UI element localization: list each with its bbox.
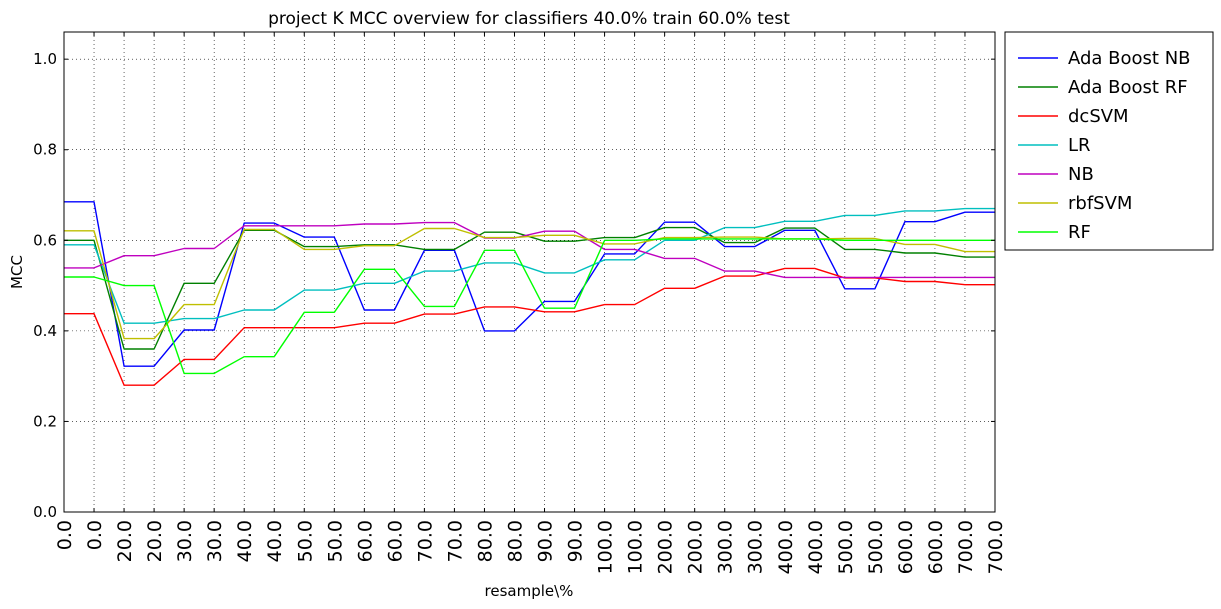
x-tick-label: 600.0 xyxy=(895,520,917,574)
x-tick-label: 400.0 xyxy=(775,520,797,574)
legend-label-ada-boost-rf: Ada Boost RF xyxy=(1068,77,1188,98)
x-tick-label: 70.0 xyxy=(444,520,466,562)
x-tick-label: 200.0 xyxy=(685,520,707,574)
x-tick-label: 100.0 xyxy=(625,520,647,574)
x-tick-label: 30.0 xyxy=(174,520,196,562)
legend-label-lr: LR xyxy=(1068,135,1091,156)
x-tick-label: 400.0 xyxy=(805,520,827,574)
x-tick-label: 100.0 xyxy=(595,520,617,574)
x-tick-label: 70.0 xyxy=(414,520,436,562)
y-tick-label: 0.6 xyxy=(33,231,57,249)
legend: Ada Boost NB Ada Boost RF dcSVM LR NB rbfSVM R… xyxy=(1004,31,1214,251)
series-line-dcsvm xyxy=(64,267,995,386)
series-line-rf xyxy=(64,238,995,375)
x-tick-label: 0.0 xyxy=(84,520,106,550)
x-tick-label: 700.0 xyxy=(985,520,1007,574)
legend-box xyxy=(1004,31,1214,251)
x-tick-label: 0.0 xyxy=(54,520,76,550)
legend-label-nb: NB xyxy=(1068,164,1094,185)
legend-label-ada-boost-nb: Ada Boost NB xyxy=(1068,48,1191,69)
x-tick-label: 40.0 xyxy=(234,520,256,562)
x-tick-label: 90.0 xyxy=(565,520,587,562)
x-tick-label: 40.0 xyxy=(264,520,286,562)
legend-label-rbfsvm: rbfSVM xyxy=(1068,193,1132,214)
y-tick-label: 0.2 xyxy=(33,412,57,430)
tick-layer: 0.0 0.0 20.0 20.0 30.0 30.0 40.0 40.0 50.0 50.0 60… xyxy=(33,32,1007,574)
plot-frame xyxy=(63,31,996,513)
x-tick-label: 90.0 xyxy=(535,520,557,562)
series-line-ada-boost-nb xyxy=(64,201,995,367)
series-line-lr xyxy=(64,207,995,324)
x-tick-label: 600.0 xyxy=(925,520,947,574)
legend-label-rf: RF xyxy=(1068,222,1091,243)
x-tick-label: 20.0 xyxy=(144,520,166,562)
series-line-rbfsvm xyxy=(64,227,995,340)
x-tick-label: 300.0 xyxy=(715,520,737,574)
x-tick-label: 20.0 xyxy=(114,520,136,562)
x-tick-label: 60.0 xyxy=(354,520,376,562)
legend-label-dcsvm: dcSVM xyxy=(1068,106,1129,127)
y-tick-label: 0.0 xyxy=(33,503,57,521)
y-tick-label: 0.4 xyxy=(33,322,57,340)
x-tick-label: 30.0 xyxy=(204,520,226,562)
x-tick-label: 500.0 xyxy=(835,520,857,574)
y-tick-label: 1.0 xyxy=(33,50,57,68)
grid-layer xyxy=(64,32,995,512)
x-tick-label: 80.0 xyxy=(504,520,526,562)
x-tick-label: 50.0 xyxy=(294,520,316,562)
x-tick-label: 80.0 xyxy=(474,520,496,562)
x-tick-label: 300.0 xyxy=(745,520,767,574)
series-line-nb xyxy=(64,221,995,279)
x-tick-label: 200.0 xyxy=(655,520,677,574)
series-layer xyxy=(64,201,995,386)
x-tick-label: 700.0 xyxy=(955,520,977,574)
chart-title: project K MCC overview for classifiers 4… xyxy=(268,9,790,29)
x-tick-label: 50.0 xyxy=(324,520,346,562)
x-axis-label: resample\% xyxy=(485,582,574,600)
y-tick-label: 0.8 xyxy=(33,141,57,159)
y-axis-label: MCC xyxy=(8,255,26,289)
x-tick-label: 60.0 xyxy=(384,520,406,562)
x-tick-label: 500.0 xyxy=(865,520,887,574)
